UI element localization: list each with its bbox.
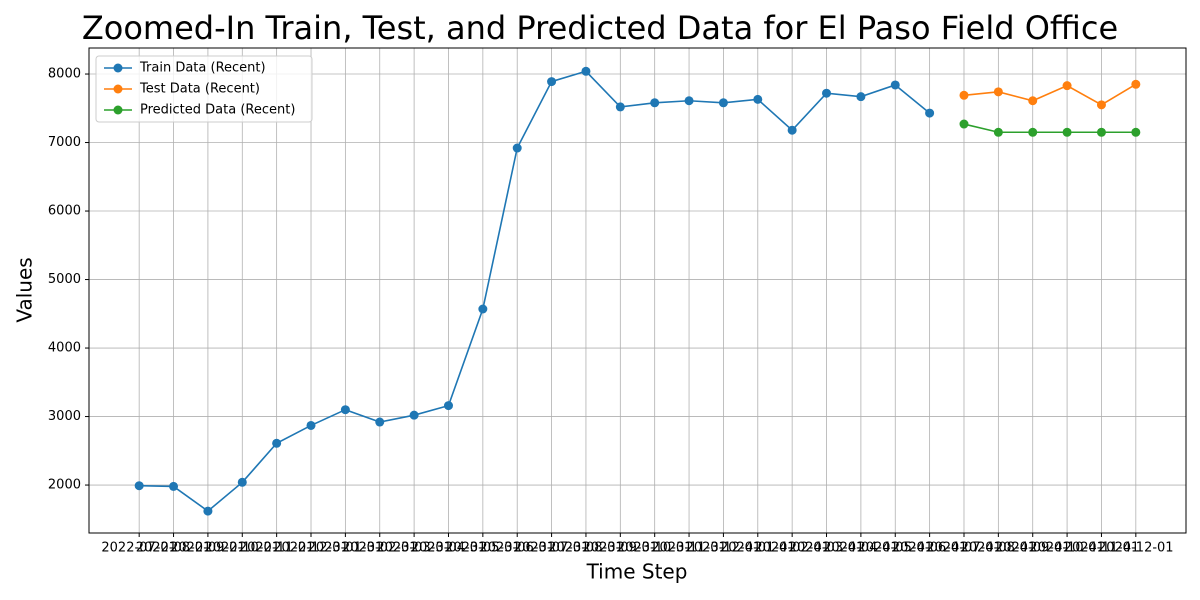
point (1028, 127, 1038, 137)
point (1096, 127, 1106, 137)
x-tick-label: 2024-03-01 (789, 541, 865, 556)
point (203, 506, 213, 516)
legend-label: Train Data (Recent) (139, 61, 266, 76)
x-tick-label: 2022-09-01 (170, 541, 246, 556)
point (1131, 127, 1141, 137)
x-tick-label: 2024-01-01 (720, 541, 796, 556)
x-tick-label: 2022-11-01 (239, 541, 315, 556)
point (1096, 100, 1106, 110)
legend-marker (113, 63, 123, 73)
point (959, 119, 969, 129)
point (925, 108, 935, 118)
x-tick-label: 2024-10-01 (1029, 541, 1105, 556)
series-line (963, 123, 1136, 134)
x-tick-label: 2023-10-01 (617, 541, 693, 556)
x-tick-label: 2024-12-01 (1098, 541, 1174, 556)
point (409, 410, 419, 420)
x-tick-label: 2024-04-01 (823, 541, 899, 556)
point (650, 98, 660, 108)
x-tick-label: 2022-07-01 (101, 541, 177, 556)
point (718, 98, 728, 108)
point (1028, 96, 1038, 106)
y-tick-label: 6000 (48, 204, 81, 219)
y-tick-label: 5000 (48, 272, 81, 287)
point (993, 87, 1003, 97)
x-tick-label: 2024-06-01 (892, 541, 968, 556)
point (890, 80, 900, 90)
x-tick-label: 2023-05-01 (445, 541, 521, 556)
point (272, 438, 282, 448)
x-tick-label: 2023-11-01 (651, 541, 727, 556)
x-tick-label: 2022-10-01 (204, 541, 280, 556)
legend-label: Predicted Data (Recent) (140, 103, 295, 118)
x-tick-label: 2024-07-01 (926, 541, 1002, 556)
x-tick-label: 2022-12-01 (273, 541, 349, 556)
y-axis-label: Values (13, 257, 37, 322)
series-line (963, 83, 1137, 106)
point (822, 88, 832, 98)
legend-marker (113, 105, 123, 115)
x-tick-label: 2023-09-01 (583, 541, 659, 556)
x-tick-label: 2023-04-01 (411, 541, 487, 556)
point (237, 477, 247, 487)
point (581, 66, 591, 76)
point (1131, 79, 1141, 89)
y-tick-label: 2000 (48, 478, 81, 493)
y-tick-label: 8000 (48, 67, 81, 82)
x-tick-label: 2023-02-01 (342, 541, 418, 556)
x-tick-label: 2023-07-01 (514, 541, 590, 556)
point (753, 94, 763, 104)
legend-marker (113, 84, 123, 94)
point (512, 143, 522, 153)
plot-frame (88, 47, 1187, 534)
x-tick-label: 2023-01-01 (308, 541, 384, 556)
point (306, 420, 316, 430)
point (615, 102, 625, 112)
x-tick-label: 2023-12-01 (686, 541, 762, 556)
point (856, 92, 866, 102)
point (375, 417, 385, 427)
x-tick-label: 2024-11-01 (1064, 541, 1140, 556)
chart-title: Zoomed-In Train, Test, and Predicted Dat… (82, 9, 1118, 47)
point (1062, 81, 1072, 91)
x-tick-label: 2024-09-01 (995, 541, 1071, 556)
point (478, 304, 488, 314)
y-tick-label: 7000 (48, 135, 81, 150)
point (443, 401, 453, 411)
series-line (139, 70, 931, 513)
x-tick-label: 2023-06-01 (479, 541, 555, 556)
y-tick-label: 4000 (48, 341, 81, 356)
point (340, 405, 350, 415)
x-tick-label: 2022-08-01 (136, 541, 212, 556)
x-tick-label: 2023-03-01 (376, 541, 452, 556)
point (134, 481, 144, 491)
legend-label: Test Data (Recent) (139, 82, 260, 97)
legend-box (95, 55, 313, 123)
x-tick-label: 2023-08-01 (548, 541, 624, 556)
x-axis-label: Time Step (586, 560, 688, 584)
point (993, 127, 1003, 137)
point (787, 125, 797, 135)
x-tick-label: 2024-05-01 (857, 541, 933, 556)
x-tick-label: 2024-02-01 (754, 541, 830, 556)
point (1062, 127, 1072, 137)
point (684, 96, 694, 106)
point (547, 77, 557, 87)
x-tick-label: 2024-08-01 (961, 541, 1037, 556)
point (169, 481, 179, 491)
y-tick-label: 3000 (48, 409, 81, 424)
point (959, 90, 969, 100)
